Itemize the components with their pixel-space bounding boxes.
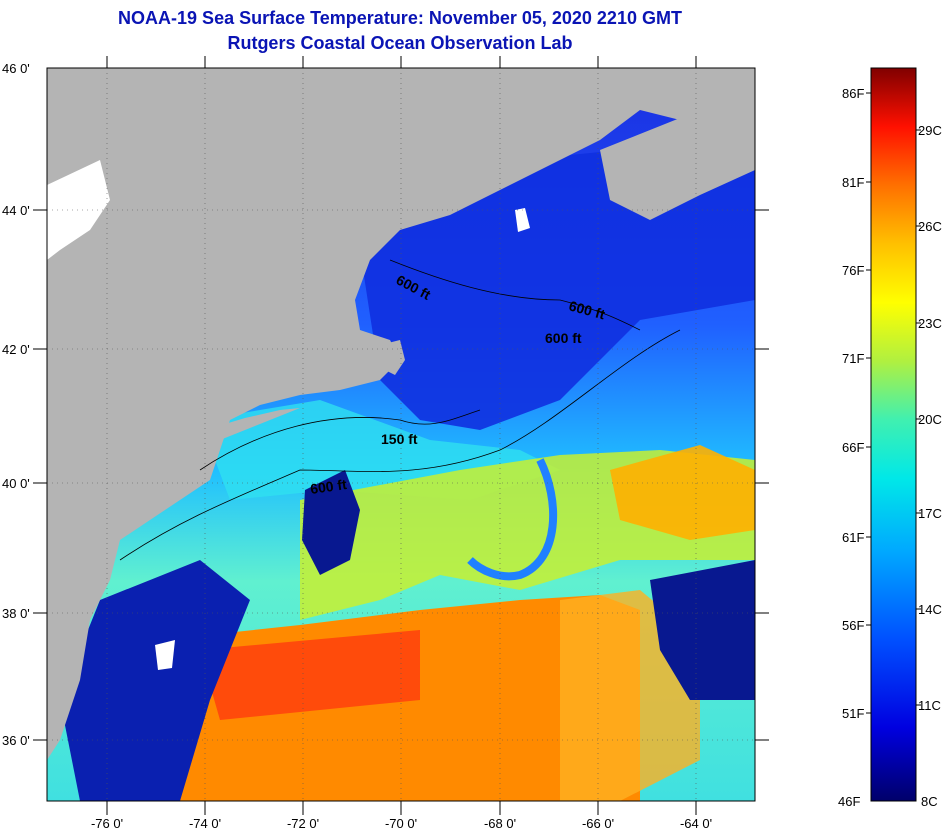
cold-eddy-2 <box>650 560 755 700</box>
colorbar-f-label: 51F <box>842 706 864 721</box>
colorbar-ticks <box>866 92 921 714</box>
colorbar-c-label: 14C <box>918 602 942 617</box>
lat-label: 36 0' <box>2 733 30 748</box>
colorbar-c-label: 20C <box>918 412 942 427</box>
colorbar-f-label: 46F <box>838 794 860 809</box>
lat-label: 38 0' <box>2 606 30 621</box>
cloud-patch-1 <box>47 160 110 260</box>
colorbar-f-label: 71F <box>842 351 864 366</box>
cloud-patch-3 <box>515 208 530 232</box>
isobath-150 <box>199 409 481 471</box>
colorbar-f-label: 81F <box>842 175 864 190</box>
isobath-gom <box>389 259 641 331</box>
lon-label: -68 0' <box>484 816 516 831</box>
cold-eddy-1 <box>302 470 360 575</box>
colorbar-c-label: 8C <box>921 794 938 809</box>
cold-streamer <box>467 458 558 581</box>
lon-label: -72 0' <box>287 816 319 831</box>
tick-marks <box>33 56 769 815</box>
map-title: NOAA-19 Sea Surface Temperature: Novembe… <box>118 8 682 28</box>
lon-label: -74 0' <box>189 816 221 831</box>
lat-label: 42 0' <box>2 342 30 357</box>
gulf-stream-core <box>200 630 420 720</box>
lon-label: -64 0' <box>680 816 712 831</box>
contour-label: 150 ft <box>381 431 418 447</box>
cape-cod-land <box>380 340 405 375</box>
warm-core-ring <box>610 445 755 540</box>
lon-label: -66 0' <box>582 816 614 831</box>
colorbar-c-label: 11C <box>918 698 941 713</box>
colorbar-c-label: 23C <box>918 316 942 331</box>
colorbar-f-label: 56F <box>842 618 864 633</box>
colorbar-f-label: 61F <box>842 530 864 545</box>
lat-label: 44 0' <box>2 203 30 218</box>
contour-label: 600 ft <box>309 476 348 497</box>
nova-scotia-land <box>600 100 755 220</box>
graticule <box>47 68 755 801</box>
long-island-land <box>205 408 300 440</box>
contour-label: 600 ft <box>545 330 582 346</box>
cloud-patch-2 <box>155 640 175 670</box>
map-subtitle: Rutgers Coastal Ocean Observation Lab <box>227 33 573 53</box>
colorbar-f-label: 66F <box>842 440 864 455</box>
colorbar-c-label: 17C <box>918 506 942 521</box>
lat-label: 46 0' <box>2 61 30 76</box>
lat-label: 40 0' <box>2 476 30 491</box>
lon-label: -76 0' <box>91 816 123 831</box>
colorbar <box>870 67 917 802</box>
gulf-of-maine-cold <box>360 150 755 430</box>
colorbar-c-label: 29C <box>918 123 942 138</box>
isobath-600 <box>119 329 681 561</box>
colorbar-c-label: 26C <box>918 219 942 234</box>
nearshore-cold <box>60 560 250 801</box>
lon-label: -70 0' <box>385 816 417 831</box>
colorbar-f-label: 76F <box>842 263 864 278</box>
colorbar-f-label: 86F <box>842 86 864 101</box>
mainland-land <box>47 68 755 760</box>
